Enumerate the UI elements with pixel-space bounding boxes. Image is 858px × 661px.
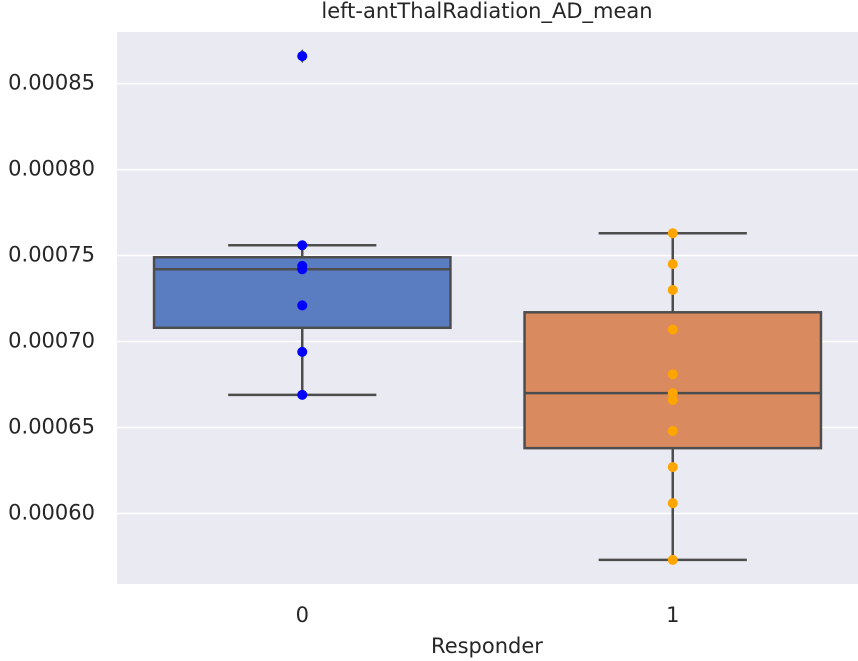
- point: [297, 51, 308, 62]
- point: [297, 300, 308, 311]
- point: [667, 284, 678, 295]
- point: [667, 388, 678, 399]
- x-axis-label: Responder: [431, 634, 543, 658]
- y-tick-label: 0.00085: [8, 71, 95, 95]
- point: [667, 369, 678, 380]
- y-tick-label: 0.00060: [8, 500, 95, 524]
- point: [297, 389, 308, 400]
- chart-title: left-antThalRadiation_AD_mean: [321, 0, 652, 24]
- point: [667, 228, 678, 239]
- y-tick-label: 0.00080: [8, 157, 95, 181]
- point: [667, 498, 678, 509]
- point: [297, 240, 308, 251]
- point: [667, 425, 678, 436]
- box: [523, 311, 823, 450]
- point: [297, 346, 308, 357]
- point: [667, 554, 678, 565]
- y-tick-label: 0.00070: [8, 329, 95, 353]
- x-tick-label: 0: [296, 603, 309, 627]
- y-tick-label: 0.00075: [8, 243, 95, 267]
- y-tick-label: 0.00065: [8, 415, 95, 439]
- x-tick-label: 1: [666, 603, 679, 627]
- point: [667, 259, 678, 270]
- point: [297, 264, 308, 275]
- point: [667, 395, 678, 405]
- point: [667, 462, 678, 473]
- point: [667, 324, 678, 335]
